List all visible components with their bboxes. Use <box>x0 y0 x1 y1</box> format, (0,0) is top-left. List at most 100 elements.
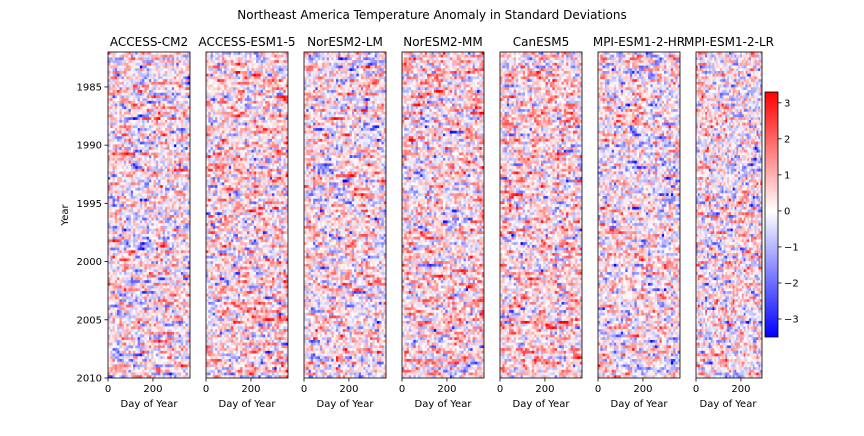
heatmap-cell <box>108 348 111 351</box>
heatmap-cell <box>115 324 118 327</box>
heatmap-cell <box>144 57 147 60</box>
heatmap-cell <box>265 66 268 69</box>
heatmap-cell <box>115 248 118 251</box>
heatmap-cell <box>119 367 122 370</box>
heatmap-cell <box>131 128 134 131</box>
heatmap-cell <box>117 104 120 107</box>
heatmap-cell <box>249 82 252 85</box>
heatmap-cell <box>126 66 129 69</box>
heatmap-cell <box>140 95 143 98</box>
heatmap-cell <box>170 139 173 142</box>
heatmap-cell <box>140 101 143 104</box>
heatmap-cell <box>167 79 170 82</box>
heatmap-cell <box>110 356 113 359</box>
heatmap-cell <box>131 193 134 196</box>
heatmap-cell <box>206 79 209 82</box>
heatmap-cell <box>181 348 184 351</box>
heatmap-cell <box>147 275 150 278</box>
heatmap-cell <box>242 71 245 74</box>
heatmap-cell <box>140 245 143 248</box>
heatmap-cell <box>156 253 159 256</box>
heatmap-cell <box>249 76 252 79</box>
heatmap-cell <box>135 147 138 150</box>
heatmap-cell <box>165 313 168 316</box>
heatmap-cell <box>249 79 252 82</box>
heatmap-cell <box>108 161 111 164</box>
heatmap-cell <box>170 277 173 280</box>
heatmap-cell <box>179 55 182 58</box>
heatmap-cell <box>256 93 259 96</box>
heatmap-cell <box>110 329 113 332</box>
heatmap-cell <box>263 95 266 98</box>
heatmap-cell <box>254 87 257 90</box>
heatmap-cell <box>149 131 152 134</box>
heatmap-cell <box>131 131 134 134</box>
heatmap-cell <box>158 180 161 183</box>
heatmap-cell <box>156 337 159 340</box>
heatmap-cell <box>165 153 168 156</box>
heatmap-cell <box>151 335 154 338</box>
heatmap-cell <box>126 207 129 210</box>
heatmap-cell <box>108 82 111 85</box>
heatmap-cell <box>156 362 159 365</box>
heatmap-cell <box>176 237 179 240</box>
heatmap-cell <box>185 212 188 215</box>
heatmap-cell <box>160 101 163 104</box>
heatmap-cell <box>140 139 143 142</box>
heatmap-cell <box>115 112 118 115</box>
heatmap-cell <box>165 359 168 362</box>
heatmap-cell <box>131 234 134 237</box>
heatmap-cell <box>144 101 147 104</box>
heatmap-cell <box>170 128 173 131</box>
heatmap-cell <box>129 161 132 164</box>
heatmap-cell <box>167 367 170 370</box>
chart-title: Northeast America Temperature Anomaly in… <box>237 8 626 22</box>
heatmap-cell <box>181 215 184 218</box>
heatmap-cell <box>131 345 134 348</box>
heatmap-cell <box>156 345 159 348</box>
heatmap-cell <box>108 321 111 324</box>
heatmap-cell <box>176 329 179 332</box>
heatmap-cell <box>156 269 159 272</box>
heatmap-cell <box>176 272 179 275</box>
heatmap-cell <box>156 248 159 251</box>
heatmap-cell <box>151 272 154 275</box>
heatmap-cell <box>144 299 147 302</box>
heatmap-cell <box>126 79 129 82</box>
heatmap-cell <box>179 98 182 101</box>
heatmap-cell <box>149 239 152 242</box>
heatmap-cell <box>138 172 141 175</box>
heatmap-cell <box>227 98 230 101</box>
heatmap-cell <box>140 134 143 137</box>
heatmap-cell <box>160 123 163 126</box>
heatmap-cell <box>185 267 188 270</box>
heatmap-cell <box>129 60 132 63</box>
heatmap-cell <box>129 158 132 161</box>
heatmap-cell <box>176 340 179 343</box>
heatmap-cell <box>117 161 120 164</box>
heatmap-cell <box>115 71 118 74</box>
heatmap-cell <box>165 52 168 55</box>
heatmap-cell <box>185 125 188 128</box>
heatmap-cell <box>170 117 173 120</box>
heatmap-cell <box>181 267 184 270</box>
heatmap-cell <box>167 220 170 223</box>
heatmap-cell <box>242 57 245 60</box>
heatmap-cell <box>144 286 147 289</box>
heatmap-cell <box>147 185 150 188</box>
heatmap-cell <box>170 340 173 343</box>
heatmap-cell <box>131 275 134 278</box>
heatmap-cell <box>165 226 168 229</box>
heatmap-cell <box>160 277 163 280</box>
heatmap-cell <box>258 55 261 58</box>
heatmap-cell <box>165 239 168 242</box>
heatmap-cell <box>222 87 225 90</box>
heatmap-cell <box>172 329 175 332</box>
heatmap-cell <box>115 180 118 183</box>
heatmap-cell <box>124 364 127 367</box>
heatmap-cell <box>167 288 170 291</box>
heatmap-cell <box>172 294 175 297</box>
heatmap-cell <box>129 66 132 69</box>
heatmap-cell <box>179 332 182 335</box>
heatmap-cell <box>185 231 188 234</box>
